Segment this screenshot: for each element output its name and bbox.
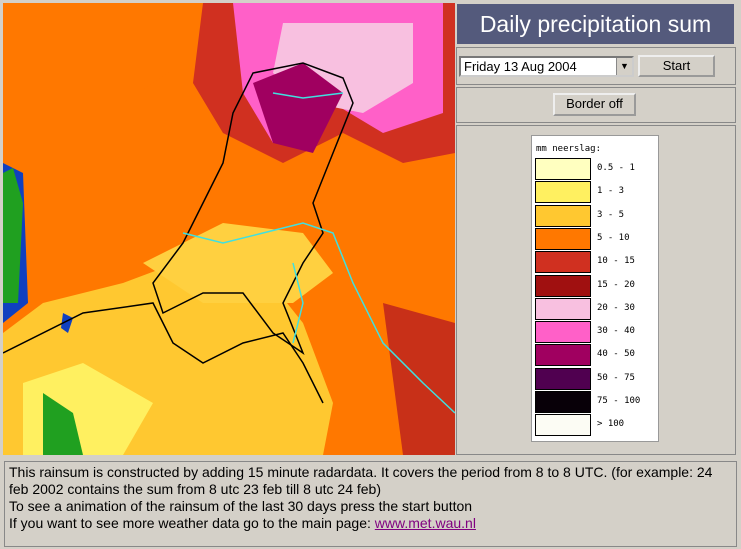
legend-item: 1 - 3 <box>535 181 655 204</box>
footer-text: This rainsum is constructed by adding 15… <box>9 464 713 497</box>
legend-label: 40 - 50 <box>597 349 635 360</box>
legend-swatch <box>535 367 591 390</box>
legend-label: > 100 <box>597 419 625 430</box>
legend-swatch <box>535 158 591 180</box>
legend-item: > 100 <box>535 414 655 437</box>
legend-swatch <box>535 344 591 367</box>
legend-swatch <box>535 321 591 344</box>
legend-label: 20 - 30 <box>597 302 635 313</box>
legend-swatch <box>535 227 591 250</box>
footer: This rainsum is constructed by adding 15… <box>4 461 737 547</box>
legend-label: 50 - 75 <box>597 372 635 383</box>
legend-label: 5 - 10 <box>597 232 630 243</box>
legend-swatch <box>535 391 591 413</box>
legend-label: 3 - 5 <box>597 209 625 220</box>
date-select[interactable]: Friday 13 Aug 2004 ▼ <box>459 56 634 77</box>
footer-text: If you want to see more weather data go … <box>9 515 732 532</box>
dropdown-arrow[interactable]: ▼ <box>616 58 632 75</box>
border-button[interactable]: Border off <box>553 93 636 116</box>
legend-item: 10 - 15 <box>535 251 655 274</box>
legend-item: 40 - 50 <box>535 344 655 367</box>
main-page-link[interactable]: www.met.wau.nl <box>374 515 476 531</box>
legend-swatch <box>535 297 591 320</box>
date-select-text: Friday 13 Aug 2004 <box>464 59 577 74</box>
legend-label: 30 - 40 <box>597 326 635 337</box>
legend-swatch <box>535 251 591 274</box>
legend: mm neerslag: 0.5 - 1 1 - 3 3 - 5 5 - 10 10 -… <box>531 135 659 442</box>
legend-item: 0.5 - 1 <box>535 158 655 181</box>
legend-title: mm neerslag: <box>536 144 602 154</box>
legend-swatch <box>535 204 591 227</box>
legend-item: 5 - 10 <box>535 227 655 251</box>
legend-swatch <box>535 274 591 297</box>
legend-item: 50 - 75 <box>535 367 655 391</box>
footer-text: To see a animation of the rainsum of the… <box>9 498 473 514</box>
legend-label: 15 - 20 <box>597 279 635 290</box>
legend-item: 20 - 30 <box>535 297 655 321</box>
legend-item: 75 - 100 <box>535 391 655 414</box>
legend-swatch <box>535 414 591 437</box>
legend-swatch <box>535 181 591 204</box>
footer-text: If you want to see more weather data go … <box>9 515 375 531</box>
legend-item: 15 - 20 <box>535 274 655 298</box>
legend-label: 1 - 3 <box>597 186 625 197</box>
legend-label: 75 - 100 <box>597 396 641 406</box>
legend-item: 30 - 40 <box>535 321 655 344</box>
legend-label: 10 - 15 <box>597 256 635 267</box>
legend-label: 0.5 - 1 <box>597 163 635 173</box>
legend-item: 3 - 5 <box>535 204 655 228</box>
page-title: Daily precipitation sum <box>457 4 734 44</box>
radar-map <box>3 3 455 455</box>
start-button[interactable]: Start <box>638 55 715 77</box>
